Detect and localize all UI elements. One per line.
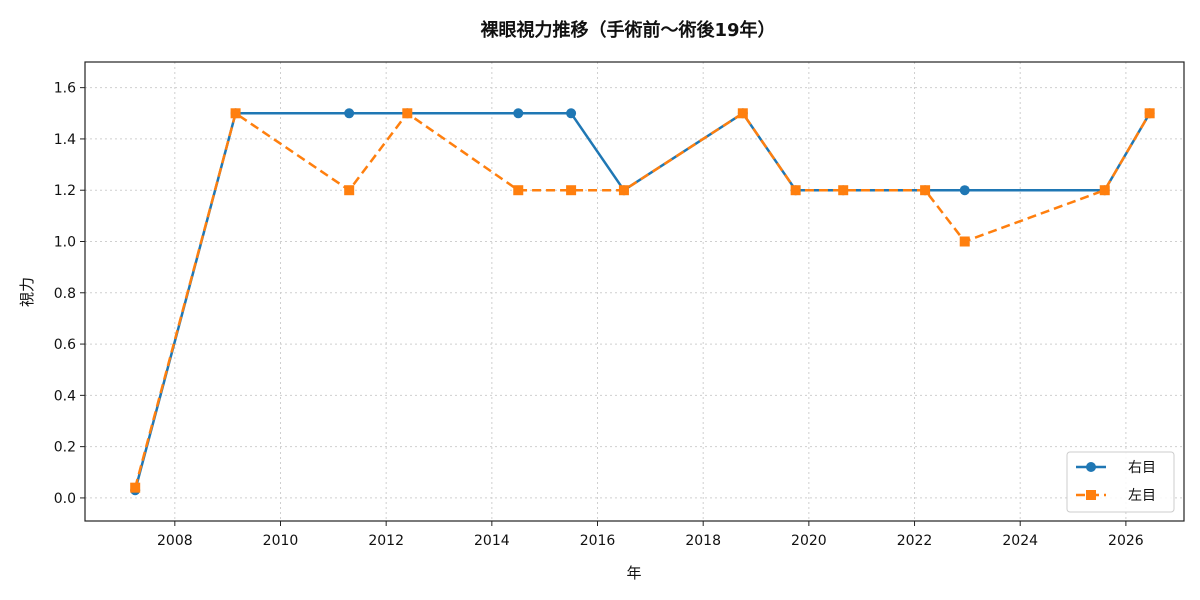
legend-label: 右目 (1128, 460, 1156, 476)
legend-box (1066, 451, 1175, 513)
data-point (790, 185, 801, 196)
x-tick-label: 2026 (1108, 533, 1144, 549)
legend-label: 左目 (1128, 488, 1156, 504)
series-1 (130, 108, 1155, 496)
legend-item: 左目 (1076, 488, 1156, 504)
x-tick-label: 2014 (474, 533, 510, 549)
data-point (230, 108, 241, 119)
y-tick-label: 1.2 (54, 183, 76, 199)
data-point (566, 185, 577, 196)
y-tick-label: 0.0 (54, 491, 76, 507)
data-point (920, 185, 931, 196)
y-tick-label: 0.2 (54, 440, 76, 456)
y-tick-label: 0.8 (54, 286, 76, 302)
y-tick-label: 0.4 (54, 388, 76, 404)
x-tick-label: 2008 (157, 533, 193, 549)
legend-item: 右目 (1076, 460, 1156, 476)
x-tick-label: 2024 (1002, 533, 1038, 549)
data-point (959, 185, 970, 196)
x-tick-label: 2022 (897, 533, 933, 549)
data-point (566, 108, 577, 119)
x-tick-label: 2012 (368, 533, 404, 549)
legend-marker (1086, 490, 1096, 500)
series-line (133, 112, 1151, 489)
data-point (838, 185, 849, 196)
chart-title: 裸眼視力推移（手術前〜術後19年） (480, 19, 775, 41)
data-point (737, 108, 748, 119)
data-point (344, 108, 355, 119)
data-point (1099, 185, 1110, 196)
y-axis-ticks: 0.0 0.2 0.4 0.6 0.8 1.0 1.2 1.4 1.6 (54, 81, 85, 507)
x-axis-label: 年 (626, 564, 641, 582)
legend-marker (1086, 462, 1096, 472)
data-point (1144, 108, 1155, 119)
y-tick-label: 1.6 (54, 81, 76, 97)
data-point (513, 185, 524, 196)
data-point (130, 482, 141, 493)
x-axis-ticks: 2008 2010 2012 2014 2016 2018 2020 2022 2024 2026 (157, 521, 1144, 549)
x-tick-label: 2018 (685, 533, 721, 549)
y-tick-label: 0.6 (54, 337, 76, 353)
data-point (513, 108, 524, 119)
y-tick-label: 1.4 (54, 132, 76, 148)
y-axis-label: 視力 (18, 277, 36, 307)
y-tick-label: 1.0 (54, 234, 76, 250)
series-layer (130, 108, 1155, 496)
data-point (618, 185, 629, 196)
x-tick-label: 2020 (791, 533, 827, 549)
grid (85, 62, 1184, 521)
data-point (959, 236, 970, 247)
data-point (402, 108, 413, 119)
series-line (133, 112, 1151, 491)
data-point (344, 185, 355, 196)
plot-frame (84, 61, 1185, 522)
series-2 (130, 108, 1155, 493)
x-tick-label: 2016 (580, 533, 616, 549)
x-tick-label: 2010 (263, 533, 299, 549)
